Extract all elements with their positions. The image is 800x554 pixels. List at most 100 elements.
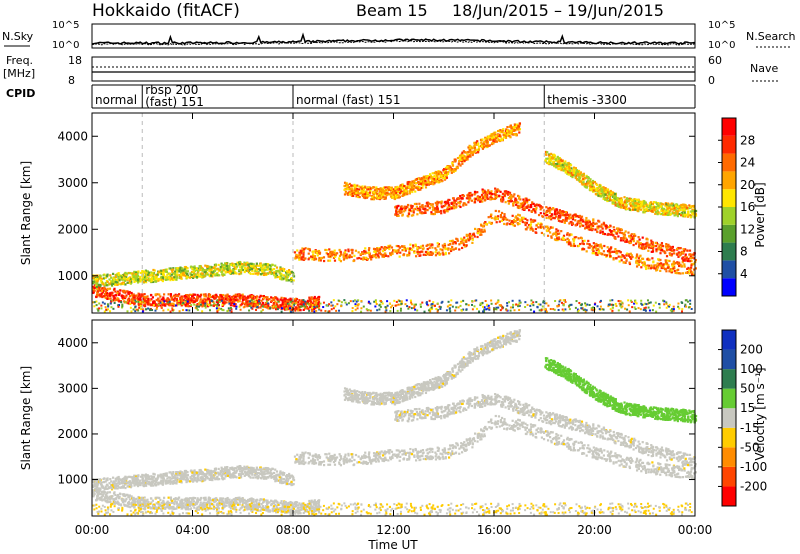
power-echo (622, 237, 625, 241)
power-echo (629, 255, 632, 259)
power-echo (632, 243, 635, 247)
power-echo (139, 280, 142, 283)
power-echo (273, 271, 276, 274)
power-echo (403, 245, 406, 248)
power-echo (170, 298, 173, 301)
power-echo (345, 256, 348, 259)
power-echo (318, 295, 321, 299)
power-echo (132, 278, 135, 281)
power-echo (594, 247, 598, 250)
power-echo (317, 249, 321, 253)
power-echo (369, 190, 372, 193)
power-echo (234, 295, 237, 299)
power-echo (257, 264, 260, 267)
power-echo (487, 135, 491, 138)
power-echo (370, 258, 373, 261)
power-echo (281, 269, 284, 272)
power-echo (334, 253, 337, 257)
power-echo (686, 259, 690, 263)
power-echo (382, 253, 385, 256)
power-echo (262, 294, 265, 298)
power-echo (469, 148, 472, 152)
power-echo (459, 194, 462, 198)
power-echo (406, 205, 409, 209)
power-echo (509, 198, 512, 201)
power-echo (179, 266, 182, 269)
power-echo (141, 273, 145, 277)
power-echo (225, 264, 228, 267)
power-echo (408, 250, 411, 254)
power-echo (521, 208, 524, 211)
power-echo (358, 256, 361, 260)
power-echo (446, 206, 449, 209)
power-echo (492, 138, 496, 141)
power-echo (215, 273, 218, 276)
power-echo (345, 185, 349, 188)
power-echo (171, 278, 175, 282)
power-echo (571, 218, 575, 221)
power-echo (517, 201, 520, 204)
power-echo (599, 252, 602, 255)
power-echo (245, 300, 248, 304)
power-echo (173, 299, 176, 303)
power-echo (288, 268, 291, 272)
power-echo (673, 205, 677, 209)
power-echo (588, 243, 591, 246)
power-echo (163, 304, 166, 307)
power-echo (664, 204, 667, 207)
power-echo (500, 199, 503, 203)
power-echo (590, 245, 593, 248)
power-echo (287, 279, 291, 282)
power-echo (112, 280, 116, 283)
power-echo (518, 128, 522, 131)
power-echo (285, 270, 289, 273)
power-echo (182, 271, 185, 274)
power-echo (477, 145, 481, 148)
power-echo (239, 270, 243, 274)
power-echo (257, 271, 260, 274)
power-echo (679, 263, 682, 266)
power-echo (186, 274, 189, 277)
power-echo (162, 269, 165, 272)
power-echo (690, 259, 693, 263)
power-echo (298, 299, 301, 302)
power-echo (413, 207, 416, 211)
power-echo (232, 269, 235, 272)
power-echo (122, 281, 125, 284)
power-echo (620, 228, 623, 231)
power-echo (530, 220, 533, 224)
power-echo (565, 214, 568, 217)
power-echo (205, 298, 209, 301)
power-echo (477, 196, 480, 199)
power-echo (338, 248, 341, 252)
power-echo (395, 212, 398, 215)
power-echo (502, 218, 505, 221)
power-echo (654, 201, 658, 204)
power-echo (97, 283, 100, 287)
power-echo (217, 263, 220, 267)
power-echo (643, 211, 646, 214)
power-echo (462, 243, 466, 247)
power-echo (234, 298, 237, 302)
date-range: 18/Jun/2015 – 19/Jun/2015 (452, 1, 664, 20)
power-echo (376, 250, 379, 253)
power-echo (502, 133, 505, 136)
power-echo (144, 297, 147, 300)
power-echo (412, 244, 415, 247)
power-echo (99, 279, 103, 282)
power-echo (372, 195, 375, 198)
power-echo (245, 267, 248, 270)
power-echo (229, 269, 232, 273)
power-echo (432, 179, 435, 182)
power-echo (196, 270, 200, 273)
power-echo (352, 191, 356, 195)
power-echo (275, 272, 278, 275)
power-echo (333, 255, 337, 258)
power-echo (118, 300, 121, 303)
power-echo (670, 254, 673, 257)
power-echo (583, 239, 586, 242)
power-echo (190, 273, 193, 276)
power-echo (287, 298, 291, 301)
power-echo (519, 198, 522, 201)
power-echo (497, 189, 501, 192)
